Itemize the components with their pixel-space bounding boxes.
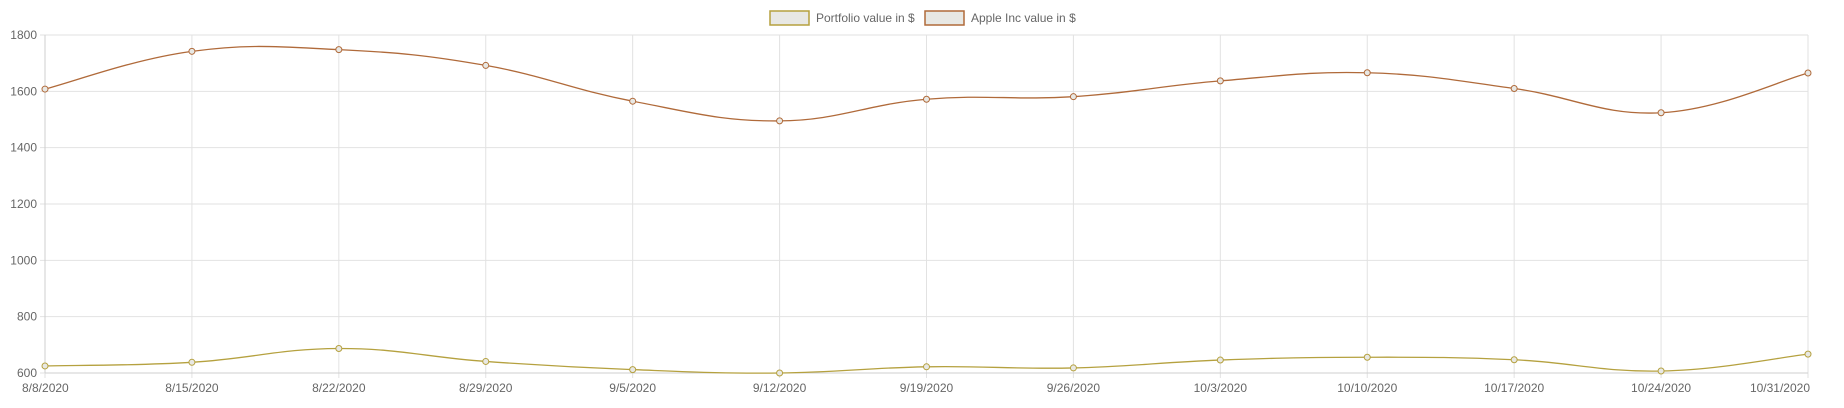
- x-tick-label: 10/24/2020: [1631, 381, 1691, 395]
- data-point: [1510, 356, 1518, 364]
- legend-label-apple: Apple Inc value in $: [971, 11, 1076, 25]
- y-tick-label: 1600: [10, 84, 37, 98]
- data-point: [188, 358, 196, 366]
- data-point: [1216, 356, 1224, 364]
- data-point: [1216, 77, 1224, 85]
- data-point: [1363, 69, 1371, 77]
- data-point: [41, 362, 49, 370]
- x-tick-label: 8/29/2020: [459, 381, 513, 395]
- y-tick-label: 1800: [10, 28, 37, 42]
- y-tick-label: 1000: [10, 253, 37, 267]
- series-apple: [41, 45, 1812, 125]
- data-point: [482, 357, 490, 365]
- data-point: [629, 366, 637, 374]
- legend-swatch-portfolio: [769, 10, 810, 26]
- data-point: [923, 95, 930, 103]
- y-tick-label: 1200: [10, 197, 37, 211]
- data-point: [1657, 367, 1665, 375]
- y-tick-label: 600: [17, 366, 37, 380]
- x-tick-label: 9/12/2020: [753, 381, 807, 395]
- y-tick-label: 1400: [10, 141, 37, 155]
- data-point: [1363, 353, 1371, 361]
- x-tick-label: 10/3/2020: [1194, 381, 1248, 395]
- data-point: [1657, 109, 1665, 117]
- axes: 600 800 1000 1200 1400 1600 1800 8/8/2020 8/15/2…: [10, 28, 1810, 395]
- x-tick-label: 10/17/2020: [1484, 381, 1544, 395]
- legend-item-portfolio[interactable]: Portfolio value in $: [769, 10, 915, 26]
- x-tick-label: 10/10/2020: [1337, 381, 1397, 395]
- data-point: [335, 344, 343, 352]
- data-point: [1804, 350, 1812, 358]
- x-tick-label: 9/19/2020: [900, 381, 954, 395]
- data-point: [1069, 364, 1077, 372]
- x-tick-label: 8/22/2020: [312, 381, 366, 395]
- legend-swatch-apple: [924, 10, 965, 26]
- x-tick-label: 8/8/2020: [22, 381, 69, 395]
- data-point: [923, 363, 930, 371]
- data-point: [776, 369, 784, 377]
- y-tick-label: 800: [17, 310, 37, 324]
- data-point: [188, 47, 196, 55]
- x-tick-label: 8/15/2020: [165, 381, 219, 395]
- data-point: [1804, 69, 1812, 77]
- x-tick-label: 9/26/2020: [1047, 381, 1101, 395]
- legend-label-portfolio: Portfolio value in $: [816, 11, 915, 25]
- x-tick-label: 10/31/2020: [1750, 381, 1810, 395]
- series-layer: [41, 45, 1812, 377]
- grid: [40, 34, 1809, 378]
- series-portfolio: [41, 344, 1812, 377]
- x-tick-label: 9/5/2020: [609, 381, 656, 395]
- data-point: [1069, 93, 1077, 101]
- data-point: [41, 85, 49, 93]
- data-point: [1510, 85, 1518, 93]
- legend: Portfolio value in $ Apple Inc value in …: [769, 10, 1076, 26]
- data-point: [482, 61, 490, 69]
- data-point: [776, 117, 784, 125]
- data-point: [629, 97, 637, 105]
- data-point: [335, 46, 343, 54]
- legend-item-apple[interactable]: Apple Inc value in $: [924, 10, 1076, 26]
